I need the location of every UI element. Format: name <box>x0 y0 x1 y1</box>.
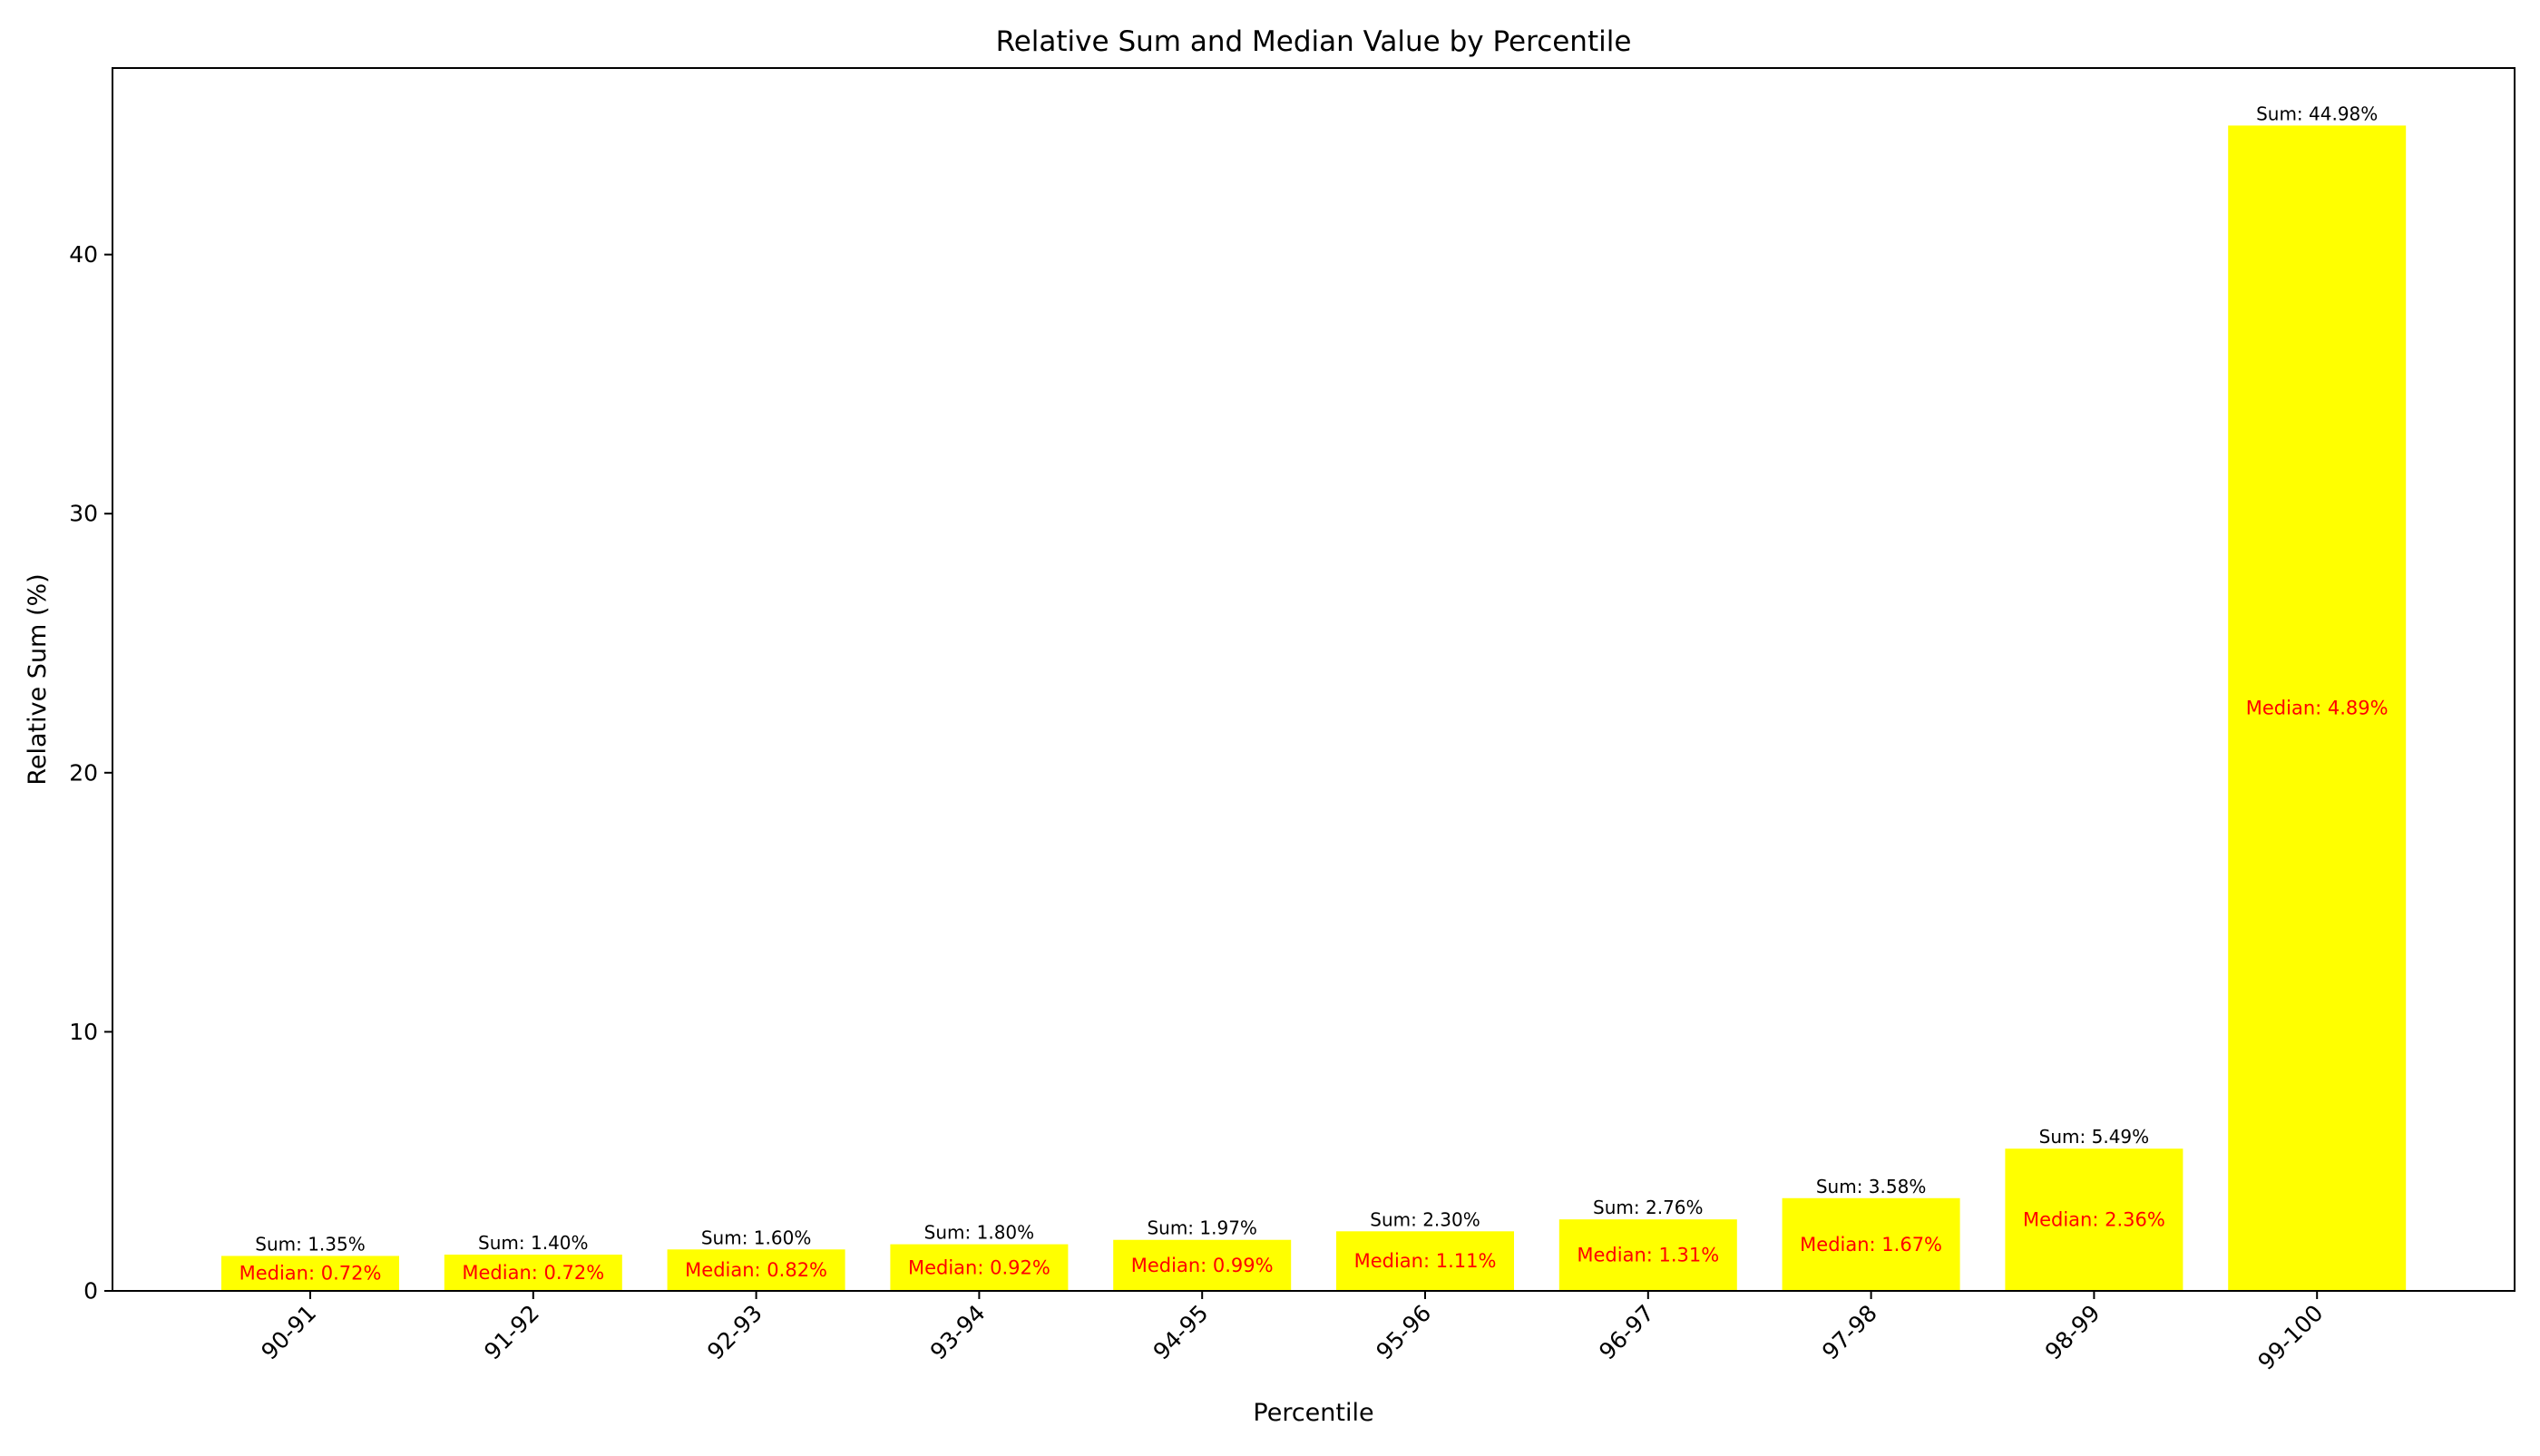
x-tick-label: 98-99 <box>2040 1300 2105 1365</box>
sum-label: Sum: 1.35% <box>255 1233 365 1255</box>
bar-92-93 <box>667 1249 845 1291</box>
bar-99-100 <box>2228 125 2407 1291</box>
x-tick-label: 94-95 <box>1148 1300 1214 1365</box>
bar-91-92 <box>444 1255 622 1291</box>
y-tick-label: 10 <box>69 1019 98 1045</box>
x-tick-label: 95-96 <box>1371 1300 1436 1365</box>
bar-93-94 <box>890 1244 1069 1291</box>
median-label: Median: 1.31% <box>1577 1245 1719 1266</box>
x-tick-label: 97-98 <box>1817 1300 1882 1365</box>
median-label: Median: 0.72% <box>239 1263 382 1285</box>
bar-94-95 <box>1113 1239 1292 1291</box>
chart-title: Relative Sum and Median Value by Percent… <box>996 25 1632 58</box>
bar-labels-layer: Sum: 1.35% Median: 0.72% Sum: 1.40% Median:… <box>239 103 2389 1284</box>
sum-label: Sum: 2.30% <box>1370 1208 1480 1230</box>
x-tick-label: 96-97 <box>1594 1300 1659 1365</box>
x-tick-label: 91-92 <box>479 1300 544 1365</box>
median-label: Median: 0.72% <box>462 1262 604 1284</box>
y-axis-ticks: 0 10 20 30 40 <box>69 241 112 1305</box>
median-label: Median: 4.89% <box>2246 698 2389 719</box>
x-tick-label: 99-100 <box>2252 1300 2328 1375</box>
bar-90-91 <box>221 1256 399 1291</box>
sum-label: Sum: 1.97% <box>1147 1217 1256 1239</box>
median-label: Median: 0.92% <box>908 1256 1050 1278</box>
plot-frame <box>112 67 2516 1292</box>
y-tick-label: 40 <box>69 241 98 268</box>
x-tick-label: 93-94 <box>925 1300 991 1365</box>
x-axis-ticks: 90-91 91-92 92-93 93-94 94-95 95-96 96-97 97-98… <box>256 1291 2328 1375</box>
median-label: Median: 1.11% <box>1354 1250 1497 1272</box>
bars-layer <box>221 125 2407 1291</box>
sum-label: Sum: 5.49% <box>2039 1126 2149 1148</box>
bar-95-96 <box>1336 1231 1514 1291</box>
median-label: Median: 1.67% <box>1800 1234 1942 1256</box>
bar-96-97 <box>1558 1219 1737 1291</box>
sum-label: Sum: 44.98% <box>2256 103 2378 124</box>
sum-label: Sum: 1.40% <box>478 1232 588 1254</box>
y-tick-label: 0 <box>83 1278 98 1305</box>
y-tick-label: 30 <box>69 501 98 527</box>
median-label: Median: 2.36% <box>2023 1209 2165 1231</box>
x-tick-label: 92-93 <box>702 1300 767 1365</box>
sum-label: Sum: 1.60% <box>701 1226 811 1248</box>
y-axis-label: Relative Sum (%) <box>24 573 52 785</box>
x-axis-label: Percentile <box>1253 1399 1373 1427</box>
median-label: Median: 0.82% <box>685 1259 827 1281</box>
bar-97-98 <box>1782 1197 1960 1291</box>
sum-label: Sum: 2.76% <box>1593 1197 1703 1218</box>
median-label: Median: 0.99% <box>1131 1255 1274 1276</box>
y-tick-label: 20 <box>69 759 98 786</box>
sum-label: Sum: 1.80% <box>924 1222 1034 1244</box>
bar-98-99 <box>2005 1148 2183 1291</box>
sum-label: Sum: 3.58% <box>1816 1176 1926 1197</box>
x-tick-label: 90-91 <box>256 1300 321 1365</box>
